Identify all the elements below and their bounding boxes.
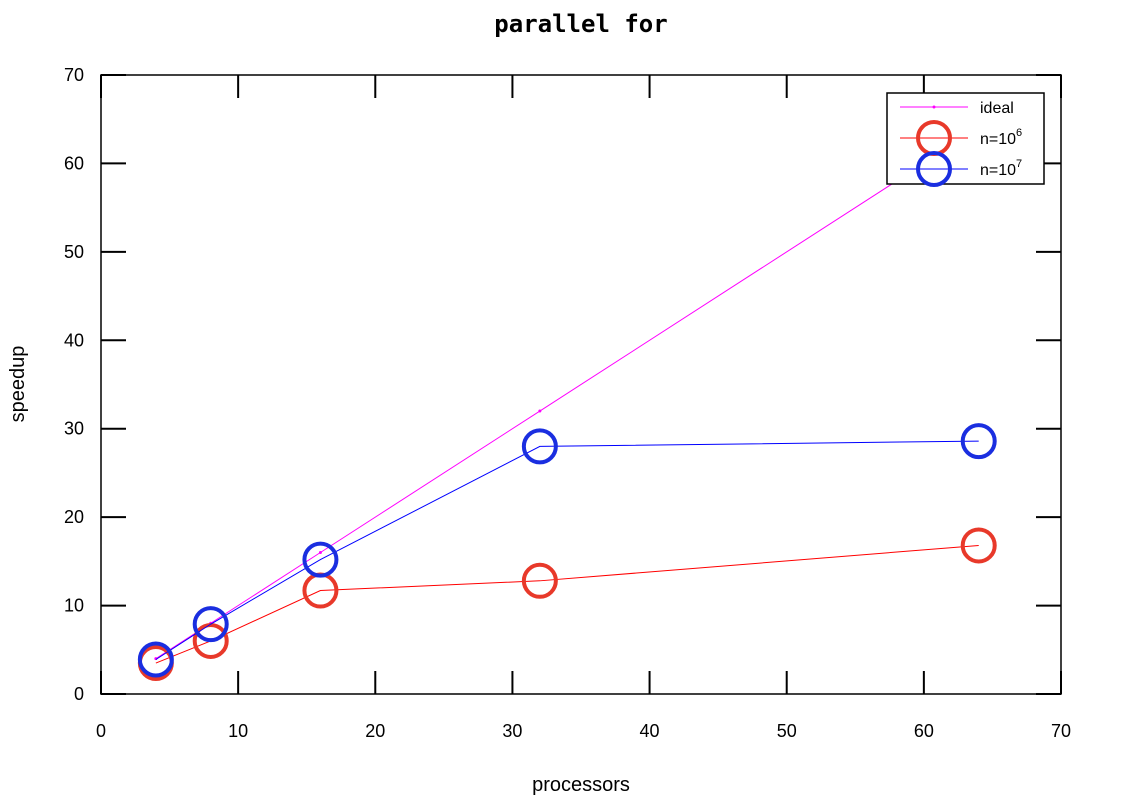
data-point: [960, 423, 997, 460]
y-tick-label: 60: [64, 153, 84, 173]
legend-label: ideal: [980, 100, 1014, 117]
y-axis-label: speedup: [7, 346, 29, 423]
data-point: [302, 541, 339, 578]
legend-label: n=107: [980, 158, 1022, 179]
data-point: [960, 527, 997, 564]
data-point: [137, 641, 174, 678]
x-tick-label: 0: [96, 721, 106, 741]
data-point: [521, 562, 558, 599]
x-axis-label: processors: [532, 774, 630, 796]
x-tick-label: 60: [914, 721, 934, 741]
y-tick-label: 30: [64, 419, 84, 439]
y-tick-label: 10: [64, 596, 84, 616]
x-tick-label: 70: [1051, 721, 1071, 741]
data-point: [192, 622, 229, 659]
data-point: [521, 428, 558, 465]
legend-label-text: ideal: [980, 100, 1014, 117]
data-point: [192, 606, 229, 643]
series-line: [155, 544, 979, 664]
x-tick-label: 20: [365, 721, 385, 741]
x-tick-label: 40: [640, 721, 660, 741]
plot-frame: [100, 74, 1062, 695]
series-1: [137, 527, 997, 682]
legend-marker: [932, 105, 936, 109]
chart-title: parallel for: [494, 10, 667, 38]
legend-label-text: n=10: [980, 162, 1016, 179]
x-tick-label: 50: [777, 721, 797, 741]
legend-item: n=107: [900, 151, 1022, 187]
legend-marker: [916, 151, 952, 187]
legend-item: ideal: [900, 100, 1014, 117]
legend-label-exponent: 7: [1016, 158, 1022, 170]
y-tick-label: 40: [64, 330, 84, 350]
x-tick-label: 30: [502, 721, 522, 741]
x-tick-label: 10: [228, 721, 248, 741]
data-point: [538, 409, 542, 413]
legend-label: n=106: [980, 127, 1022, 148]
x-axis-ticks: 0 10 20 30 40 50 60 70: [96, 75, 1071, 741]
y-tick-label: 0: [74, 684, 84, 704]
y-tick-label: 70: [64, 65, 84, 85]
legend-label-text: n=10: [980, 131, 1016, 148]
series-line: [155, 440, 979, 660]
y-tick-label: 50: [64, 242, 84, 262]
series-layer: [137, 126, 997, 682]
data-point: [318, 551, 322, 555]
y-tick-label: 20: [64, 507, 84, 527]
legend-label-exponent: 6: [1016, 127, 1022, 139]
series-0: [154, 126, 981, 661]
series-2: [137, 423, 997, 678]
y-axis-ticks: 0 10 20 30 40 50 60 70: [64, 65, 1061, 704]
